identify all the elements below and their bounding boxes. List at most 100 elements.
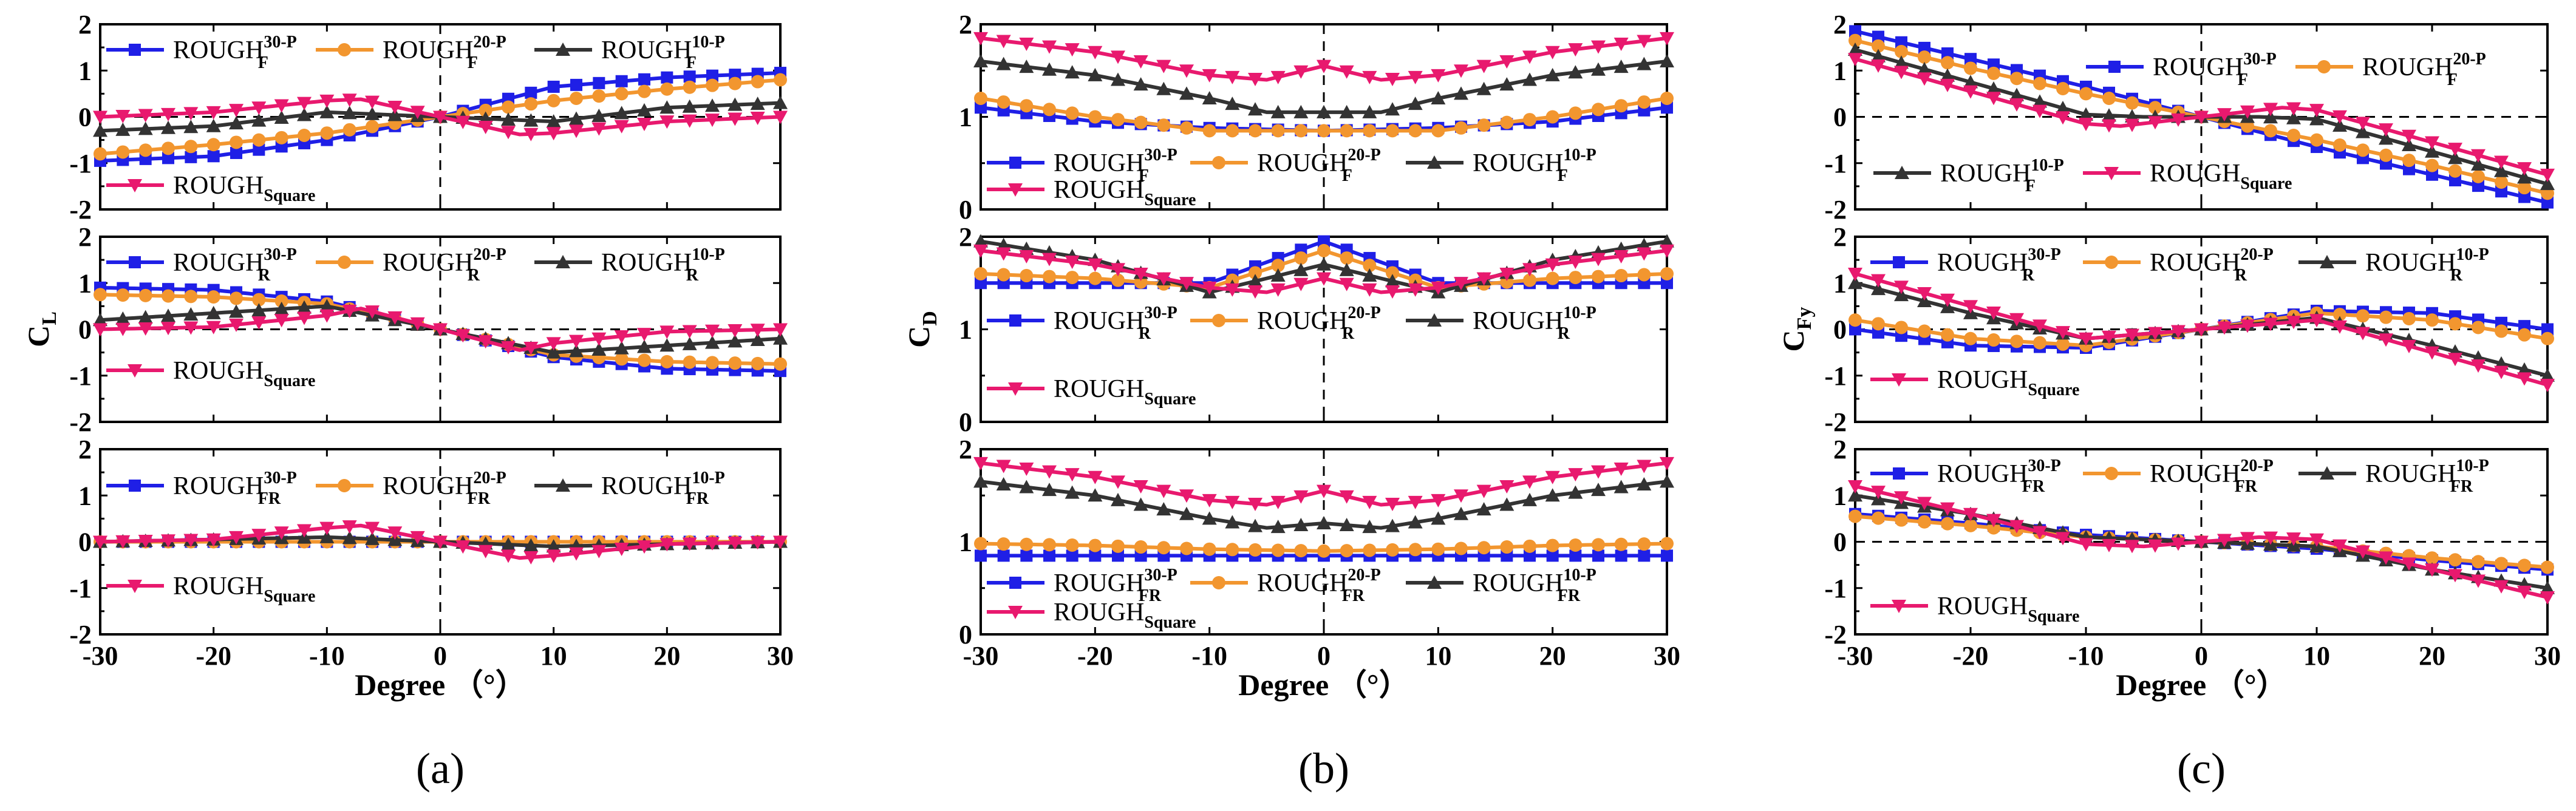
data-point (1363, 259, 1377, 273)
legend-main: ROUGH (1257, 307, 1348, 335)
legend-sub: Square (2028, 607, 2079, 626)
data-point (184, 290, 198, 304)
data-point (115, 535, 131, 549)
data-point (2518, 328, 2531, 342)
data-point (996, 477, 1011, 490)
data-point (1523, 273, 1536, 287)
legend-sup: 30-P (264, 245, 296, 264)
data-point (1963, 300, 1978, 314)
data-point (501, 126, 516, 140)
legend-sub: FR (468, 489, 491, 508)
data-point (1431, 542, 1445, 556)
data-point (1500, 540, 1514, 554)
data-point (570, 92, 583, 105)
series-10-P (973, 474, 1674, 534)
data-point (2217, 108, 2232, 122)
data-point (2125, 118, 2139, 132)
data-point (2356, 327, 2370, 341)
data-point (1849, 25, 1861, 38)
data-point (1569, 538, 1583, 552)
data-point (2471, 359, 2486, 373)
data-point (274, 294, 288, 308)
data-point (2449, 174, 2461, 186)
legend-label: ROUGH30-P F (2153, 50, 2277, 89)
data-point (2472, 180, 2484, 192)
series-Square (973, 32, 1674, 86)
data-point (2425, 144, 2439, 158)
data-point (2287, 129, 2300, 142)
data-point (1638, 549, 1651, 562)
data-point (523, 342, 539, 355)
data-point (1848, 276, 1862, 290)
data-point (1179, 86, 1194, 100)
x-tick-label: 30 (767, 641, 794, 671)
legend-sup: 20-P (473, 469, 506, 487)
legend-marker (1212, 576, 1225, 589)
data-point (2426, 168, 2438, 181)
data-point (1476, 81, 1491, 95)
x-tick-label: -10 (2068, 641, 2104, 671)
data-point (1156, 484, 1171, 498)
data-point (974, 267, 987, 280)
data-point (1848, 480, 1862, 494)
data-point (1133, 268, 1148, 281)
data-point (2056, 532, 2070, 546)
y-tick-label: 1 (959, 315, 972, 345)
data-point (1614, 537, 1628, 551)
data-point (2518, 181, 2531, 195)
data-point (1871, 59, 1886, 73)
data-point (683, 355, 697, 369)
data-point (1248, 518, 1262, 532)
legend-marker (2105, 256, 2118, 269)
data-point (546, 549, 561, 563)
data-point (2310, 133, 2323, 147)
data-point (206, 321, 221, 334)
legend-sub: R (686, 266, 699, 285)
data-point (1941, 47, 1954, 60)
data-point (973, 54, 988, 67)
data-point (2125, 328, 2139, 342)
data-point (1317, 484, 1331, 498)
data-point (1940, 502, 1955, 516)
legend-marker (1893, 467, 1905, 480)
data-point (1270, 70, 1286, 84)
legend-entry: ROUGH10-P R (2298, 245, 2489, 285)
legend-sup: 10-P (692, 245, 724, 264)
data-point (2472, 321, 2485, 334)
legend-sup: 10-P (692, 469, 724, 487)
legend-label: ROUGH10-P R (2365, 245, 2489, 285)
data-point (1964, 61, 1977, 75)
y-tick-label: -2 (69, 195, 92, 225)
legend-marker (128, 179, 142, 192)
legend-marker (1892, 600, 1906, 613)
data-point (2102, 538, 2116, 552)
legend-entry: ROUGH20-P FR (316, 469, 506, 508)
data-point (751, 75, 765, 89)
legend-sub: R (2022, 266, 2035, 285)
legend-marker (1895, 166, 1909, 179)
data-point (162, 152, 174, 165)
legend-marker (128, 580, 142, 593)
data-point (1522, 50, 1537, 64)
data-point (1431, 69, 1446, 83)
legend-entry: ROUGH10-P FR (2298, 456, 2489, 496)
legend-sub: FR (1558, 586, 1581, 605)
series-20-P (1849, 33, 2554, 200)
legend-sub: Square (2028, 381, 2079, 399)
data-point (2009, 98, 2024, 112)
data-point (1431, 494, 1446, 507)
data-point (2309, 104, 2324, 118)
data-point (319, 299, 335, 313)
legend-entry: ROUGH10-P R (1406, 304, 1596, 343)
data-point (1637, 247, 1652, 261)
data-point (1592, 103, 1605, 117)
data-point (1522, 72, 1537, 86)
data-point (2448, 553, 2462, 567)
data-point (2033, 76, 2046, 90)
data-point (1019, 480, 1034, 494)
data-point (637, 339, 652, 353)
data-point (1661, 277, 1673, 290)
data-point (705, 537, 720, 551)
x-tick-label: -20 (1077, 641, 1113, 671)
data-point (162, 289, 175, 303)
